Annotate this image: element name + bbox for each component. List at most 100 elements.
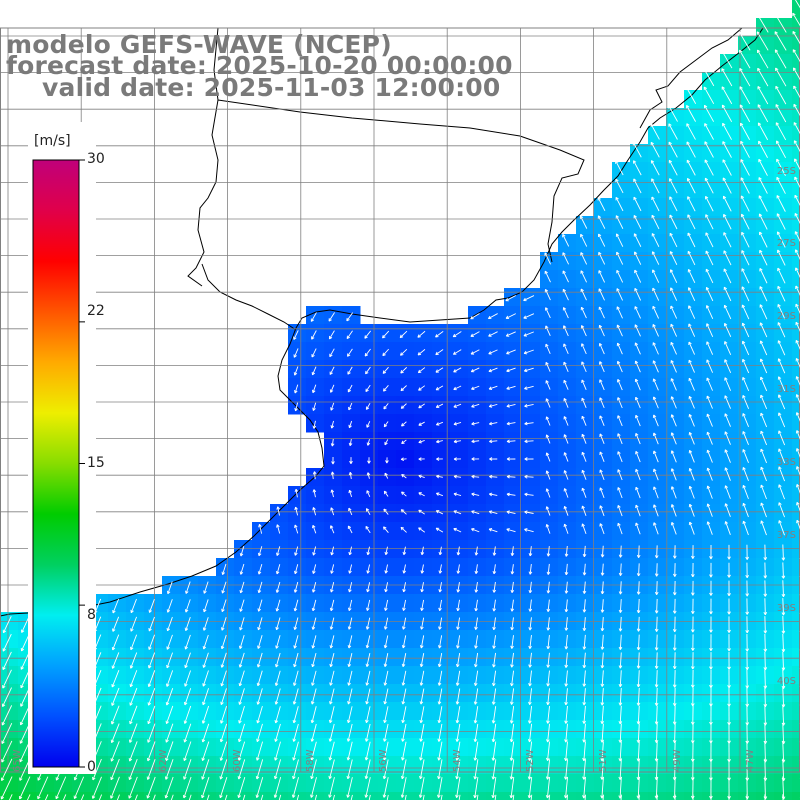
wind-arrow xyxy=(129,670,138,688)
wind-arrow xyxy=(581,451,587,462)
wind-arrow xyxy=(382,330,390,339)
wind-arrow xyxy=(706,521,713,535)
wind-arrow xyxy=(275,652,281,668)
wind-speed-cell xyxy=(792,162,800,181)
wind-arrow xyxy=(581,343,587,355)
wind-speed-cell xyxy=(792,36,800,55)
wind-arrow xyxy=(634,269,642,283)
wind-speed-cell xyxy=(792,504,800,523)
wind-arrow xyxy=(792,31,800,45)
wind-arrow xyxy=(760,412,768,428)
wind-arrow xyxy=(704,104,715,122)
wind-arrow xyxy=(781,633,786,653)
wind-arrow xyxy=(453,527,462,533)
wind-arrow xyxy=(669,251,678,266)
wind-arrow xyxy=(383,706,389,724)
wind-arrow xyxy=(563,361,569,372)
wind-arrow xyxy=(329,525,335,534)
wind-arrow xyxy=(759,249,768,266)
wind-arrow xyxy=(742,467,749,482)
wind-arrow xyxy=(742,502,749,518)
wind-arrow xyxy=(781,669,786,689)
wind-arrow xyxy=(364,759,371,780)
wind-arrow xyxy=(782,794,784,800)
wind-arrow xyxy=(580,306,587,319)
wind-arrow xyxy=(438,599,442,612)
wind-arrow xyxy=(564,723,568,743)
wind-arrow xyxy=(488,403,498,408)
wind-arrow xyxy=(183,723,192,743)
wind-arrow xyxy=(383,670,389,686)
wind-arrow xyxy=(311,599,317,612)
wind-speed-cell xyxy=(288,792,307,800)
wind-arrow xyxy=(634,396,641,409)
wind-arrow xyxy=(506,457,516,461)
wind-arrow xyxy=(740,140,750,158)
wind-arrow xyxy=(146,776,156,799)
wind-arrow xyxy=(400,777,407,798)
wind-arrow xyxy=(239,546,245,557)
wind-arrow xyxy=(399,330,408,339)
wind-arrow xyxy=(509,706,515,724)
wind-arrow xyxy=(384,582,389,593)
wind-arrow xyxy=(777,376,786,392)
lon-label: 62W xyxy=(158,749,169,772)
lon-label: 47W xyxy=(745,749,756,772)
wind-arrow xyxy=(275,635,281,649)
wind-arrow xyxy=(654,581,659,595)
wind-arrow xyxy=(456,564,461,574)
wind-arrow xyxy=(545,759,551,780)
wind-arrow xyxy=(294,402,299,412)
wind-arrow xyxy=(329,652,335,668)
wind-arrow xyxy=(599,523,605,535)
wind-arrow xyxy=(745,598,749,615)
wind-arrow xyxy=(523,295,535,302)
wind-arrow xyxy=(332,794,335,800)
wind-arrow xyxy=(776,176,786,194)
wind-arrow xyxy=(383,421,389,428)
wind-arrow xyxy=(166,634,173,650)
wind-arrow xyxy=(564,741,568,762)
wind-arrow xyxy=(184,616,191,631)
wind-arrow xyxy=(634,378,641,391)
wind-arrow xyxy=(347,366,353,375)
wind-arrow xyxy=(401,653,407,667)
wind-arrow xyxy=(545,416,551,426)
wind-arrow xyxy=(722,195,732,212)
wind-arrow xyxy=(778,484,785,500)
wind-arrow xyxy=(437,688,443,705)
wind-arrow xyxy=(582,705,586,724)
wind-arrow xyxy=(347,688,353,705)
wind-arrow xyxy=(524,492,534,497)
wind-arrow xyxy=(686,177,696,194)
wind-arrow xyxy=(364,330,372,339)
wind-arrow xyxy=(492,564,497,575)
wind-arrow xyxy=(597,197,606,212)
lon-label: 65W xyxy=(12,749,23,772)
wind-arrow xyxy=(599,379,605,391)
wind-arrow xyxy=(633,160,642,176)
wind-arrow xyxy=(705,195,714,212)
wind-arrow xyxy=(703,68,715,87)
wind-arrow xyxy=(165,741,174,762)
wind-arrow xyxy=(385,457,389,464)
wind-arrow xyxy=(724,521,731,535)
wind-arrow xyxy=(688,359,695,373)
wind-arrow xyxy=(492,652,497,668)
wind-speed-cell xyxy=(378,792,397,800)
wind-arrow xyxy=(793,67,800,81)
wind-arrow xyxy=(669,178,678,194)
wind-arrow xyxy=(602,794,604,800)
wind-arrow xyxy=(758,177,768,194)
wind-arrow xyxy=(615,215,624,229)
wind-arrow xyxy=(632,142,642,158)
wind-arrow xyxy=(616,324,623,337)
wind-arrow xyxy=(506,367,516,373)
wind-arrow xyxy=(328,741,335,761)
wind-arrow xyxy=(294,384,299,394)
wind-arrow xyxy=(706,323,714,337)
wind-arrow xyxy=(505,295,517,302)
wind-speed-cell xyxy=(792,216,800,235)
wind-arrow xyxy=(488,331,498,337)
wind-arrow xyxy=(524,510,534,515)
